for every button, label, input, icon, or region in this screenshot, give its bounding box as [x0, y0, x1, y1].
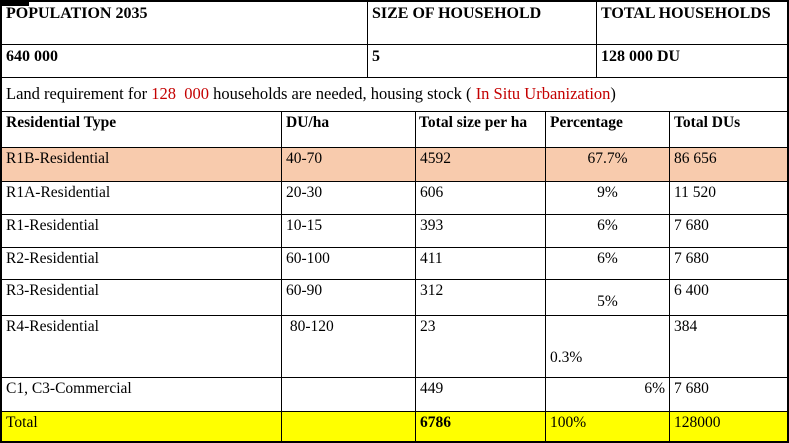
- cell-percentage: 67.7%: [546, 148, 670, 182]
- cell-percentage: 6%: [546, 378, 670, 412]
- cell-percentage: 100%: [546, 412, 670, 441]
- cell-type: C1, C3-Commercial: [2, 378, 282, 412]
- cell-total-dus: 384: [670, 316, 787, 378]
- summary-header-total-households: TOTAL HOUSEHOLDS: [597, 2, 787, 45]
- cell-type: R1B-Residential: [2, 148, 282, 182]
- land-req-segment: households are needed, housing stock (: [208, 84, 476, 103]
- cell-du-ha: [282, 412, 416, 441]
- cell-du-ha: 60-90: [282, 280, 416, 316]
- cell-percentage: 6%: [546, 215, 670, 248]
- cell-du-ha: [282, 378, 416, 412]
- cell-du-ha: 10-15: [282, 215, 416, 248]
- cell-total-dus: 6 400: [670, 280, 787, 316]
- summary-header-household-size: SIZE OF HOUSEHOLD: [368, 2, 597, 45]
- cell-percentage: 5%: [546, 280, 670, 316]
- cell-size: 312: [416, 280, 546, 316]
- cell-size: 393: [416, 215, 546, 248]
- col-header-percentage: Percentage: [546, 112, 670, 148]
- cell-percentage: 6%: [546, 248, 670, 280]
- land-req-highlight-number: 128 000: [151, 84, 209, 103]
- cell-size: 6786: [416, 412, 546, 441]
- cell-du-ha: 40-70: [282, 148, 416, 182]
- summary-header-population: POPULATION 2035: [2, 2, 368, 45]
- summary-value-household-size: 5: [368, 45, 597, 78]
- cell-du-ha: 60-100: [282, 248, 416, 280]
- cell-du-ha: 80-120: [282, 316, 416, 378]
- cell-total-dus: 86 656: [670, 148, 787, 182]
- col-header-du-ha: DU/ha: [282, 112, 416, 148]
- summary-value-total-households: 128 000 DU: [597, 45, 787, 78]
- cell-percentage: 9%: [546, 182, 670, 215]
- cell-type: R1-Residential: [2, 215, 282, 248]
- cell-total-dus: 128000: [670, 412, 787, 441]
- cell-size: 23: [416, 316, 546, 378]
- cell-type: Total: [2, 412, 282, 441]
- land-req-highlight-label: In Situ Urbanization: [475, 84, 611, 103]
- cell-size: 449: [416, 378, 546, 412]
- corner-border-mark: [2, 2, 29, 6]
- col-header-total-dus: Total DUs: [670, 112, 787, 148]
- cell-total-dus: 7 680: [670, 215, 787, 248]
- residential-breakdown-table: Residential Type DU/ha Total size per ha…: [2, 112, 787, 441]
- cell-percentage: 0.3%: [546, 316, 670, 378]
- cell-type: R4-Residential: [2, 316, 282, 378]
- cell-total-dus: 7 680: [670, 248, 787, 280]
- cell-du-ha: 20-30: [282, 182, 416, 215]
- cell-size: 606: [416, 182, 546, 215]
- col-header-residential-type: Residential Type: [2, 112, 282, 148]
- cell-size: 4592: [416, 148, 546, 182]
- cell-total-dus: 7 680: [670, 378, 787, 412]
- cell-total-dus: 11 520: [670, 182, 787, 215]
- summary-table: POPULATION 2035 SIZE OF HOUSEHOLD TOTAL …: [2, 2, 787, 78]
- land-requirement-note: Land requirement for 128 000 households …: [2, 78, 787, 112]
- col-header-total-size: Total size per ha: [416, 112, 546, 148]
- cell-type: R1A-Residential: [2, 182, 282, 215]
- cell-type: R2-Residential: [2, 248, 282, 280]
- land-req-segment: Land requirement for: [6, 84, 152, 103]
- cell-type: R3-Residential: [2, 280, 282, 316]
- cell-size: 411: [416, 248, 546, 280]
- summary-value-population: 640 000: [2, 45, 368, 78]
- land-req-segment: ): [610, 84, 616, 103]
